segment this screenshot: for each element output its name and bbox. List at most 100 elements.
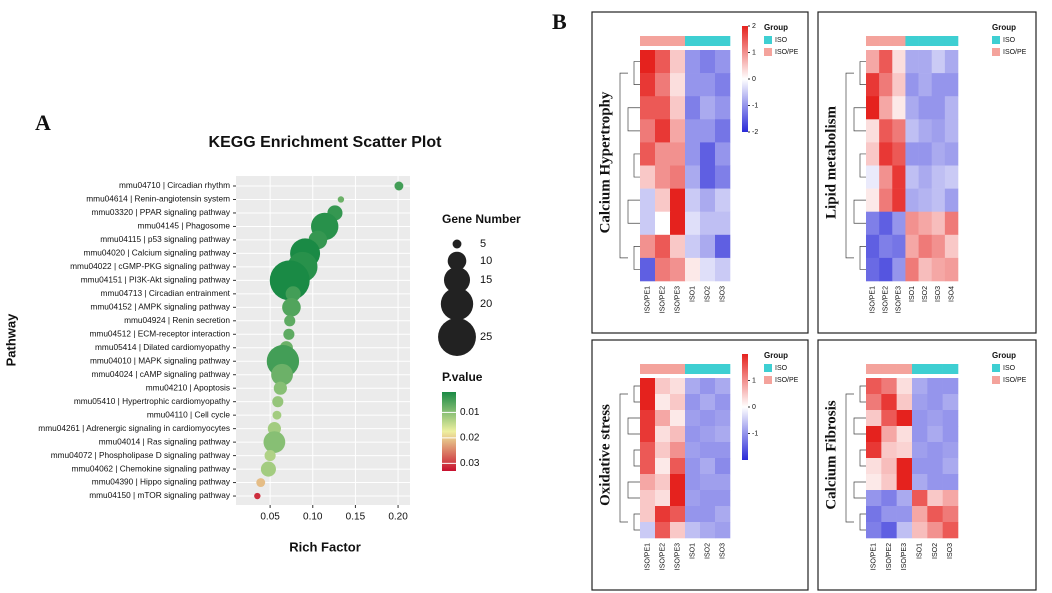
- heatmap-cell: [640, 490, 656, 507]
- heatmap-cell: [640, 378, 656, 395]
- group-bar: [866, 364, 882, 374]
- column-label: ISO3: [719, 286, 726, 302]
- heatmap-cell: [896, 426, 913, 443]
- heatmap-cell: [931, 211, 946, 236]
- heatmap-cell: [640, 394, 656, 411]
- group-bar: [918, 36, 933, 46]
- colorbar-label: 2: [752, 23, 756, 30]
- heatmap-cell: [918, 165, 933, 189]
- y-tick-label: mmu04145 | Phagosome: [137, 221, 230, 231]
- group-legend-key: [992, 376, 1000, 384]
- dendrogram: [859, 513, 866, 531]
- chart-title: KEGG Enrichment Scatter Plot: [209, 134, 443, 151]
- y-tick-label: mmu04110 | Cell cycle: [147, 409, 231, 419]
- heatmap-cell: [905, 142, 919, 166]
- heatmap-cell: [655, 119, 671, 143]
- heatmap-cell: [918, 142, 933, 166]
- heatmap-cell: [912, 394, 928, 411]
- y-tick-label: mmu04020 | Calcium signaling pathway: [83, 248, 230, 258]
- dendrogram: [633, 153, 640, 178]
- group-bar: [670, 36, 686, 46]
- dendrogram: [619, 393, 628, 523]
- heatmap-cell: [700, 211, 716, 236]
- x-tick-label: 0.20: [388, 512, 408, 523]
- heatmap-cell: [866, 50, 880, 74]
- column-label: ISO3: [947, 543, 954, 559]
- group-bar: [640, 36, 656, 46]
- heatmap-cell: [912, 442, 928, 459]
- heatmap-cell: [715, 188, 731, 212]
- group-legend-label: ISO: [775, 365, 788, 372]
- group-bar: [927, 364, 943, 374]
- heatmap-cell: [685, 378, 701, 395]
- group-bar: [905, 36, 919, 46]
- group-bar: [655, 364, 671, 374]
- y-tick-label: mmu04062 | Chemokine signaling pathway: [71, 463, 230, 473]
- size-legend-label: 25: [480, 331, 492, 343]
- x-tick-label: 0.10: [303, 512, 323, 523]
- group-bar: [942, 364, 959, 374]
- size-legend-key: [443, 266, 471, 294]
- heatmap-cell: [912, 474, 928, 491]
- point: [263, 431, 286, 454]
- heatmap-cell: [655, 458, 671, 475]
- heatmap-cell: [700, 506, 716, 523]
- heatmap-cell: [892, 50, 906, 74]
- heatmap-cell: [879, 119, 893, 143]
- heatmap-cell: [944, 211, 959, 236]
- heatmap-cell: [685, 490, 701, 507]
- heatmap-cell: [905, 73, 919, 97]
- heatmap-cell: [655, 378, 671, 395]
- group-bar: [912, 364, 928, 374]
- heatmap-cell: [881, 474, 897, 491]
- heatmap-cell: [931, 73, 946, 97]
- dendrogram: [859, 61, 866, 85]
- group-bar: [881, 364, 897, 374]
- point: [271, 363, 293, 386]
- heatmap-cell: [881, 522, 897, 539]
- column-label: ISO1: [909, 286, 916, 302]
- heatmap-cell: [655, 188, 671, 212]
- heatmap-cell: [700, 165, 716, 189]
- color-legend-title: P.value: [442, 370, 483, 384]
- heatmap-cell: [700, 522, 716, 539]
- point: [273, 381, 287, 395]
- size-legend-label: 10: [480, 255, 492, 267]
- colorbar-label: -1: [752, 430, 758, 437]
- group-bar: [685, 36, 701, 46]
- column-label: ISO1: [689, 286, 696, 302]
- heatmap-cell: [944, 257, 959, 282]
- heatmap-cell: [931, 142, 946, 166]
- heatmap-cell: [892, 119, 906, 143]
- column-label: ISO2: [704, 543, 711, 559]
- heatmap-cell: [670, 410, 686, 427]
- point: [254, 492, 261, 500]
- heatmap-cell: [927, 378, 943, 395]
- group-bar: [944, 36, 959, 46]
- heatmap-cell: [670, 50, 686, 74]
- heatmap-cell: [700, 458, 716, 475]
- heatmap-cell: [655, 522, 671, 539]
- heatmap-cell: [670, 142, 686, 166]
- group-bar: [670, 364, 686, 374]
- group-legend-key: [992, 364, 1000, 372]
- size-legend-label: 15: [480, 274, 492, 286]
- heatmap-cell: [912, 490, 928, 507]
- heatmap-cell: [896, 442, 913, 459]
- heatmap-cell: [670, 394, 686, 411]
- column-label: ISO/PE2: [886, 543, 893, 570]
- size-legend-key: [452, 239, 462, 249]
- heatmap-cell: [927, 490, 943, 507]
- heatmap-cell: [655, 96, 671, 120]
- column-label: ISO/PE1: [871, 543, 878, 570]
- group-bar: [700, 36, 716, 46]
- heatmap-cell: [879, 188, 893, 212]
- group-legend-key: [764, 48, 772, 56]
- dendrogram: [859, 246, 866, 270]
- heatmap-cell: [670, 506, 686, 523]
- heatmap-cell: [918, 211, 933, 236]
- heatmap-cell: [896, 474, 913, 491]
- heatmap-cell: [670, 378, 686, 395]
